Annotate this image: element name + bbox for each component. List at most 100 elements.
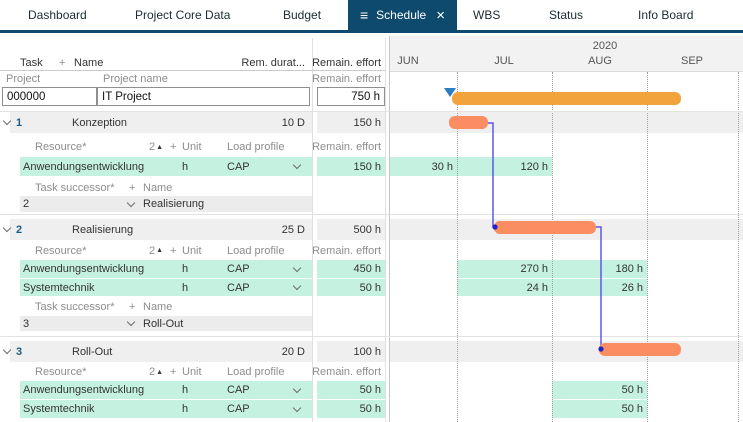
monthly-effort-cell[interactable]: 50 h: [621, 384, 643, 396]
resource-row[interactable]: Anwendungsentwicklung h CAP 150 h 30 h 1…: [0, 157, 743, 176]
tab-budget[interactable]: Budget: [283, 0, 321, 30]
monthly-effort-cell[interactable]: 180 h: [615, 263, 643, 275]
dropdown-chevron-icon[interactable]: [126, 316, 136, 331]
successor-name-header: Name: [143, 301, 173, 313]
project-name-field[interactable]: IT Project: [97, 87, 310, 106]
load-profile-header[interactable]: Load profile: [227, 244, 285, 257]
task-name: Konzeption: [72, 116, 128, 129]
dropdown-chevron-icon[interactable]: [292, 279, 302, 296]
task-effort: 100 h: [353, 345, 381, 358]
expand-chevron-icon[interactable]: [2, 219, 12, 240]
gantt-header-band: [390, 36, 743, 71]
col-header-task[interactable]: Task: [20, 56, 43, 69]
subheader-project: Project: [6, 73, 41, 85]
successor-header[interactable]: Task successor*: [35, 181, 115, 194]
remain-effort-header: Remain. effort: [312, 244, 381, 257]
successor-name-header: Name: [143, 181, 173, 194]
add-column-icon[interactable]: +: [59, 56, 66, 69]
project-id-field[interactable]: 000000: [2, 87, 97, 106]
monthly-effort-cell[interactable]: 120 h: [520, 160, 548, 173]
resource-name: Systemtechnik: [23, 281, 95, 294]
resource-unit: h: [182, 160, 189, 173]
dropdown-chevron-icon[interactable]: [292, 260, 302, 278]
sort-indicator[interactable]: 2 ▲: [149, 366, 164, 378]
tab-dashboard[interactable]: Dashboard: [28, 0, 87, 30]
successor-row[interactable]: 2 Realisierung: [0, 196, 743, 212]
add-resource-icon[interactable]: +: [170, 141, 177, 153]
gridline-sep: [647, 72, 648, 422]
add-successor-icon[interactable]: +: [129, 181, 136, 194]
sort-indicator[interactable]: 2 ▲: [149, 244, 164, 257]
task-name: Realisierung: [72, 223, 134, 236]
task-number: 1: [16, 116, 23, 129]
successor-header[interactable]: Task successor*: [35, 301, 115, 313]
task-duration: 10 D: [281, 116, 305, 129]
tab-status[interactable]: Status: [549, 0, 583, 30]
project-effort-field[interactable]: 750 h: [317, 87, 385, 106]
monthly-effort-cell[interactable]: 30 h: [431, 160, 453, 173]
dropdown-chevron-icon[interactable]: [292, 157, 302, 176]
add-resource-icon[interactable]: +: [170, 244, 177, 257]
expand-chevron-icon[interactable]: [2, 112, 12, 133]
monthly-effort-cell[interactable]: 270 h: [520, 263, 548, 275]
tab-label: Budget: [283, 8, 322, 22]
successor-row[interactable]: 3 Roll-Out: [0, 316, 743, 331]
task-row-3[interactable]: 3 Roll-Out 20 D 100 h: [0, 341, 743, 362]
tab-bar: Dashboard Project Core Data Budget ≡ Sch…: [0, 0, 743, 33]
unit-header[interactable]: Unit: [182, 366, 202, 378]
dropdown-chevron-icon[interactable]: [126, 196, 136, 212]
tab-label: Project Core Data: [135, 8, 231, 22]
load-profile-header[interactable]: Load profile: [227, 141, 285, 153]
col-header-rem-duration[interactable]: Rem. durat...: [241, 56, 305, 69]
sort-asc-icon: ▲: [156, 143, 164, 151]
task-row-1[interactable]: 1 Konzeption 10 D 150 h: [0, 112, 743, 133]
add-resource-icon[interactable]: +: [170, 366, 177, 378]
unit-header[interactable]: Unit: [182, 244, 202, 257]
resource-header-row: Resource* 2 ▲ + Unit Load profile Remain.…: [0, 364, 743, 380]
tab-label: WBS: [473, 8, 501, 22]
tab-wbs[interactable]: WBS: [473, 0, 500, 30]
gantt-header-divider: [390, 71, 743, 72]
resource-row[interactable]: Systemtechnik h CAP 50 h 24 h 26 h: [0, 279, 743, 296]
unit-header[interactable]: Unit: [182, 141, 202, 153]
add-successor-icon[interactable]: +: [129, 301, 136, 313]
pane-divider[interactable]: [389, 36, 390, 422]
resource-row[interactable]: Anwendungsentwicklung h CAP 450 h 270 h …: [0, 260, 743, 278]
resource-load-profile: CAP: [227, 384, 250, 396]
column-divider: [312, 38, 313, 422]
subheader-remain-effort: Remain. effort: [312, 73, 381, 85]
load-profile-header[interactable]: Load profile: [227, 366, 285, 378]
resource-row[interactable]: Systemtechnik h CAP 50 h 50 h: [0, 400, 743, 418]
resource-header[interactable]: Resource*: [35, 141, 87, 153]
menu-icon[interactable]: ≡: [360, 7, 369, 23]
table-subheader-row: Project Project name Remain. effort: [0, 72, 743, 86]
resource-header[interactable]: Resource*: [35, 244, 87, 257]
tab-label: Status: [549, 8, 584, 22]
col-header-name[interactable]: Name: [74, 56, 104, 69]
monthly-effort-cell[interactable]: 50 h: [621, 403, 643, 415]
block-divider: [0, 336, 743, 337]
task-row-2[interactable]: 2 Realisierung 25 D 500 h: [0, 219, 743, 240]
monthly-effort-cell[interactable]: 24 h: [526, 281, 548, 294]
resource-unit: h: [182, 403, 189, 415]
expand-chevron-icon[interactable]: [2, 341, 12, 362]
dropdown-chevron-icon[interactable]: [292, 381, 302, 399]
tab-label: Info Board: [638, 8, 694, 22]
block-divider: [0, 214, 743, 215]
task-effort: 150 h: [353, 116, 381, 129]
dropdown-chevron-icon[interactable]: [292, 400, 302, 418]
resource-header[interactable]: Resource*: [35, 366, 87, 378]
subheader-project-name: Project name: [103, 73, 168, 85]
sort-indicator[interactable]: 2 ▲: [149, 141, 164, 153]
tab-schedule[interactable]: ≡ Schedule ×: [348, 0, 457, 30]
monthly-effort-cell[interactable]: 26 h: [621, 281, 643, 294]
tab-project-core-data[interactable]: Project Core Data: [135, 0, 230, 30]
resource-row[interactable]: Anwendungsentwicklung h CAP 50 h 50 h: [0, 381, 743, 399]
resource-name: Anwendungsentwicklung: [23, 384, 145, 396]
month-label-sep: SEP: [680, 55, 703, 67]
close-icon[interactable]: ×: [436, 6, 445, 24]
col-header-remain-effort[interactable]: Remain. effort: [312, 56, 381, 69]
tab-info-board[interactable]: Info Board: [638, 0, 693, 30]
project-row: 000000 IT Project 750 h: [0, 87, 743, 106]
